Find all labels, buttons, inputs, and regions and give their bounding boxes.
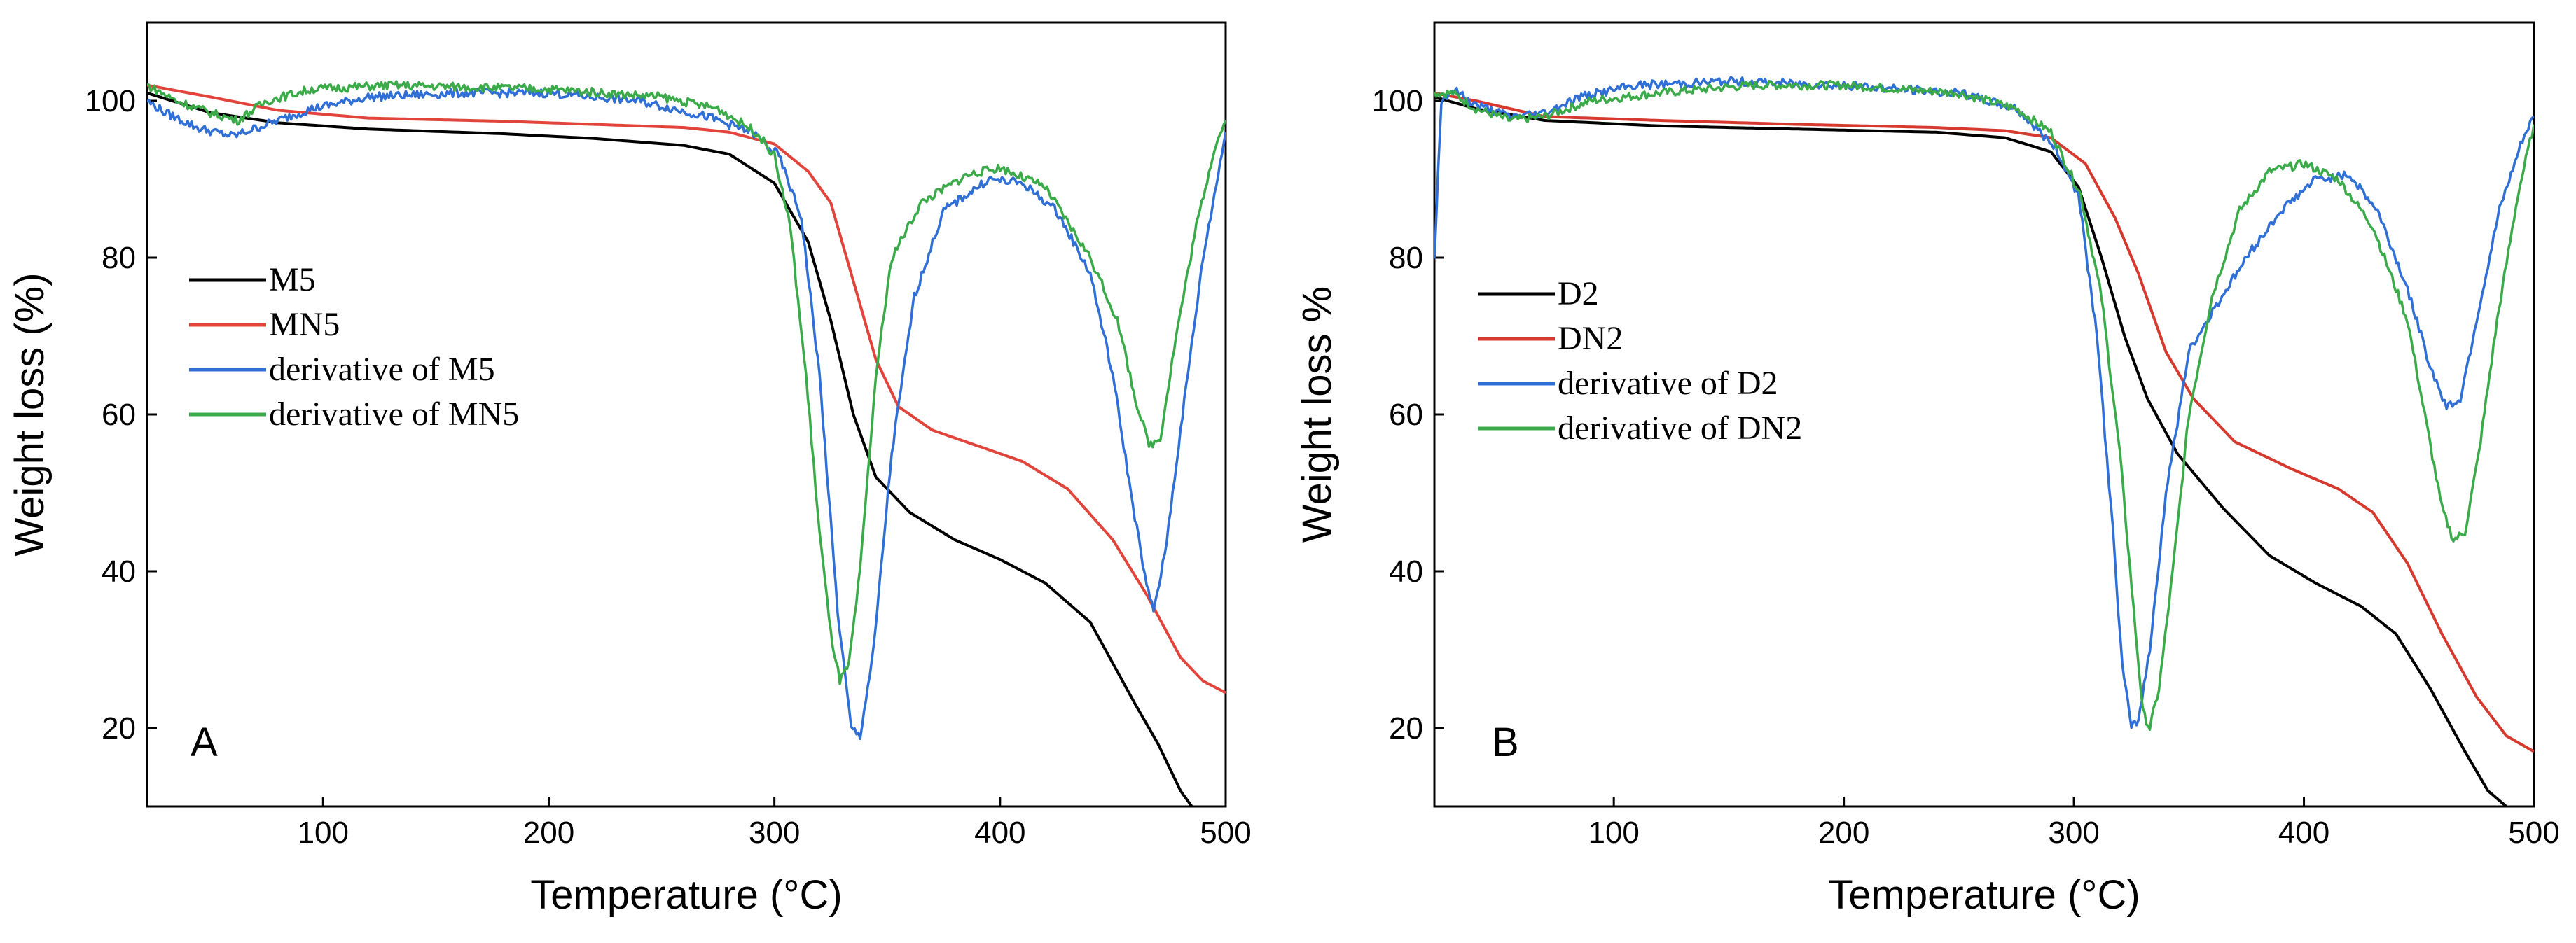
y-tick-label: 100 <box>1372 84 1423 118</box>
y-tick-label: 20 <box>1389 711 1423 746</box>
panel-b-chart: 100 200 300 400 500 20 40 60 80 100 D2 DN2 derivati… <box>1294 21 2560 918</box>
panel-a-chart: 100 200 300 400 500 20 40 60 80 100 M5 MN5 derivati… <box>7 21 1252 918</box>
x-tick-label: 100 <box>298 816 349 850</box>
x-tick-label: 400 <box>2278 816 2329 850</box>
x-tick-label: 400 <box>974 816 1025 850</box>
panel-a-ticks: 100 200 300 400 500 20 40 60 80 100 <box>85 84 1252 850</box>
x-tick-label: 100 <box>1588 816 1639 850</box>
panel-b-label: B <box>1492 720 1519 765</box>
y-tick-label: 60 <box>1389 398 1423 432</box>
series-line-m5 <box>147 91 1193 806</box>
x-tick-label: 300 <box>2048 816 2099 850</box>
panel-a-x-axis-title: Temperature (°C) <box>530 872 842 918</box>
panel-a-legend: M5 MN5 derivative of M5 derivative of MN5 <box>189 261 519 433</box>
legend-label: derivative of D2 <box>1558 365 1778 402</box>
x-tick-label: 500 <box>2508 816 2559 850</box>
legend-label: derivative of M5 <box>269 351 495 388</box>
legend-label: D2 <box>1558 275 1599 312</box>
legend-label: derivative of DN2 <box>1558 410 1802 447</box>
y-tick-label: 40 <box>102 554 136 589</box>
y-tick-label: 40 <box>1389 554 1423 589</box>
panel-a-y-axis-title: Weight loss (%) <box>7 272 53 556</box>
y-tick-label: 80 <box>1389 241 1423 275</box>
panel-b-ticks: 100 200 300 400 500 20 40 60 80 100 <box>1372 84 2560 850</box>
series-line-derivative-of-d2 <box>1434 76 2534 729</box>
panel-a-series <box>147 80 1226 806</box>
panel-b-series <box>1434 76 2534 806</box>
y-tick-label: 60 <box>102 398 136 432</box>
panel-b-y-axis-title: Weight loss % <box>1294 286 1340 543</box>
panel-b-x-axis-title: Temperature (°C) <box>1828 872 2140 918</box>
series-line-derivative-of-dn2 <box>1434 79 2534 732</box>
x-tick-label: 300 <box>749 816 800 850</box>
series-line-derivative-of-mn5 <box>147 80 1226 685</box>
legend-label: derivative of MN5 <box>269 396 519 433</box>
panel-a-label: A <box>191 720 218 765</box>
series-line-mn5 <box>147 83 1226 694</box>
series-line-derivative-of-m5 <box>147 87 1226 741</box>
x-tick-label: 200 <box>523 816 574 850</box>
y-tick-label: 80 <box>102 241 136 275</box>
y-tick-label: 100 <box>85 84 136 118</box>
x-tick-label: 500 <box>1200 816 1251 850</box>
series-line-d2 <box>1434 95 2507 806</box>
legend-label: DN2 <box>1558 320 1623 357</box>
series-line-dn2 <box>1434 91 2534 753</box>
y-tick-label: 20 <box>102 711 136 746</box>
x-tick-label: 200 <box>1818 816 1869 850</box>
legend-label: MN5 <box>269 306 340 343</box>
panel-b-legend: D2 DN2 derivative of D2 derivative of DN2 <box>1478 275 1802 447</box>
legend-label: M5 <box>269 261 316 298</box>
